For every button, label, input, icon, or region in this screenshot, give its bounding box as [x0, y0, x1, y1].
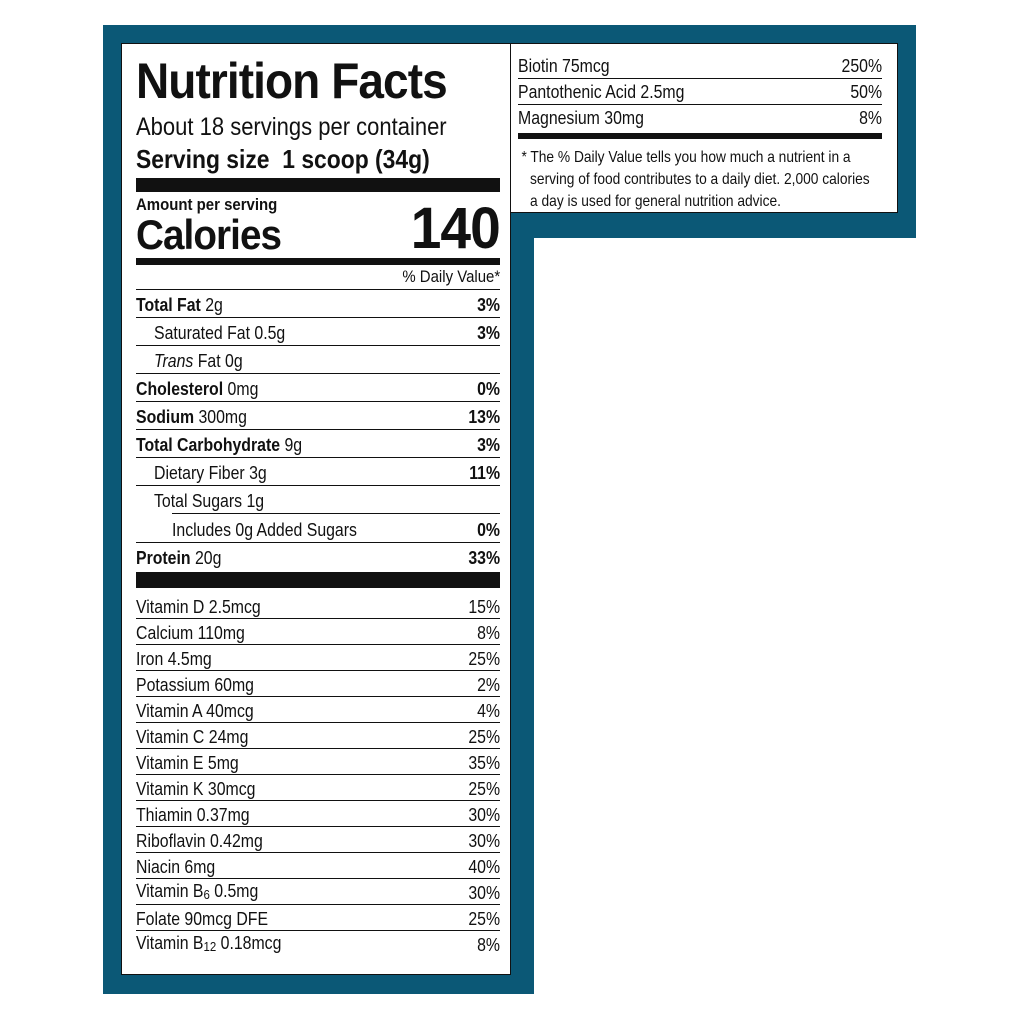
- vitamin-row: Calcium 110mg 8%: [136, 618, 500, 644]
- thick-bar-footnote: [518, 133, 882, 139]
- main-label-panel: Nutrition Facts About 18 servings per co…: [121, 43, 511, 975]
- nutrient-row-sodium: Sodium 300mg 13%: [136, 401, 500, 429]
- vitamin-row: Vitamin B12 0.18mcg 8%: [136, 930, 500, 956]
- footnote: * The % Daily Value tells you how much a…: [521, 149, 870, 210]
- amount-per-serving: Amount per serving: [136, 195, 278, 214]
- nutrient-row-saturated-fat: Saturated Fat 0.5g 3%: [136, 317, 500, 345]
- calories-label: Calories: [136, 211, 282, 258]
- nutrient-row-trans-fat: Trans Fat 0g: [136, 345, 500, 373]
- vitamin-row: Vitamin K 30mcg 25%: [136, 774, 500, 800]
- nutrient-row-total-carbohydrate: Total Carbohydrate 9g 3%: [136, 429, 500, 457]
- nutrient-row-total-fat: Total Fat 2g 3%: [136, 289, 500, 317]
- nutrient-row-protein: Protein 20g 33%: [136, 542, 500, 570]
- vitamin-row: Vitamin B6 0.5mg 30%: [136, 878, 500, 904]
- vitamin-row: Vitamin E 5mg 35%: [136, 748, 500, 774]
- vitamin-row: Riboflavin 0.42mg 30%: [136, 826, 500, 852]
- thick-bar-vitamins: [136, 572, 500, 588]
- servings-per-container: About 18 servings per container: [136, 113, 447, 141]
- calories-value: 140: [410, 196, 501, 261]
- vitamin-row: Potassium 60mg 2%: [136, 670, 500, 696]
- vitamin-row: Vitamin D 2.5mcg 15%: [136, 597, 500, 617]
- nutrient-row-dietary-fiber: Dietary Fiber 3g 11%: [136, 457, 500, 485]
- vitamin-row-biotin: Biotin 75mcg 250%: [518, 56, 882, 76]
- calories-block: Amount per serving Calories 140: [136, 192, 501, 261]
- vitamin-row: Vitamin C 24mg 25%: [136, 722, 500, 748]
- vitamin-row: Niacin 6mg 40%: [136, 852, 500, 878]
- vitamin-row: Folate 90mcg DFE 25%: [136, 904, 500, 930]
- thick-bar-top: [136, 178, 500, 192]
- nutrient-row-added-sugars: Includes 0g Added Sugars 0%: [172, 520, 500, 540]
- vitamin-row: Thiamin 0.37mg 30%: [136, 800, 500, 826]
- vitamin-row-magnesium: Magnesium 30mg 8%: [518, 104, 882, 130]
- daily-value-header: % Daily Value*: [402, 267, 500, 286]
- vitamin-row: Iron 4.5mg 25%: [136, 644, 500, 670]
- thick-bar-mid: [136, 258, 500, 265]
- continuation-panel: Biotin 75mcg 250% Pantothenic Acid 2.5mg 5…: [510, 43, 898, 213]
- label-title: Nutrition Facts: [136, 53, 448, 109]
- nutrient-row-total-sugars: Total Sugars 1g: [136, 485, 500, 513]
- vitamin-row: Vitamin A 40mcg 4%: [136, 696, 500, 722]
- vitamin-row-pantothenic-acid: Pantothenic Acid 2.5mg 50%: [518, 78, 882, 104]
- vitamin-list: Vitamin D 2.5mcg 15% Calcium 110mg 8% Iron…: [136, 592, 500, 956]
- serving-size: Serving size 1 scoop (34g): [136, 144, 430, 174]
- nutrient-row-cholesterol: Cholesterol 0mg 0%: [136, 373, 500, 401]
